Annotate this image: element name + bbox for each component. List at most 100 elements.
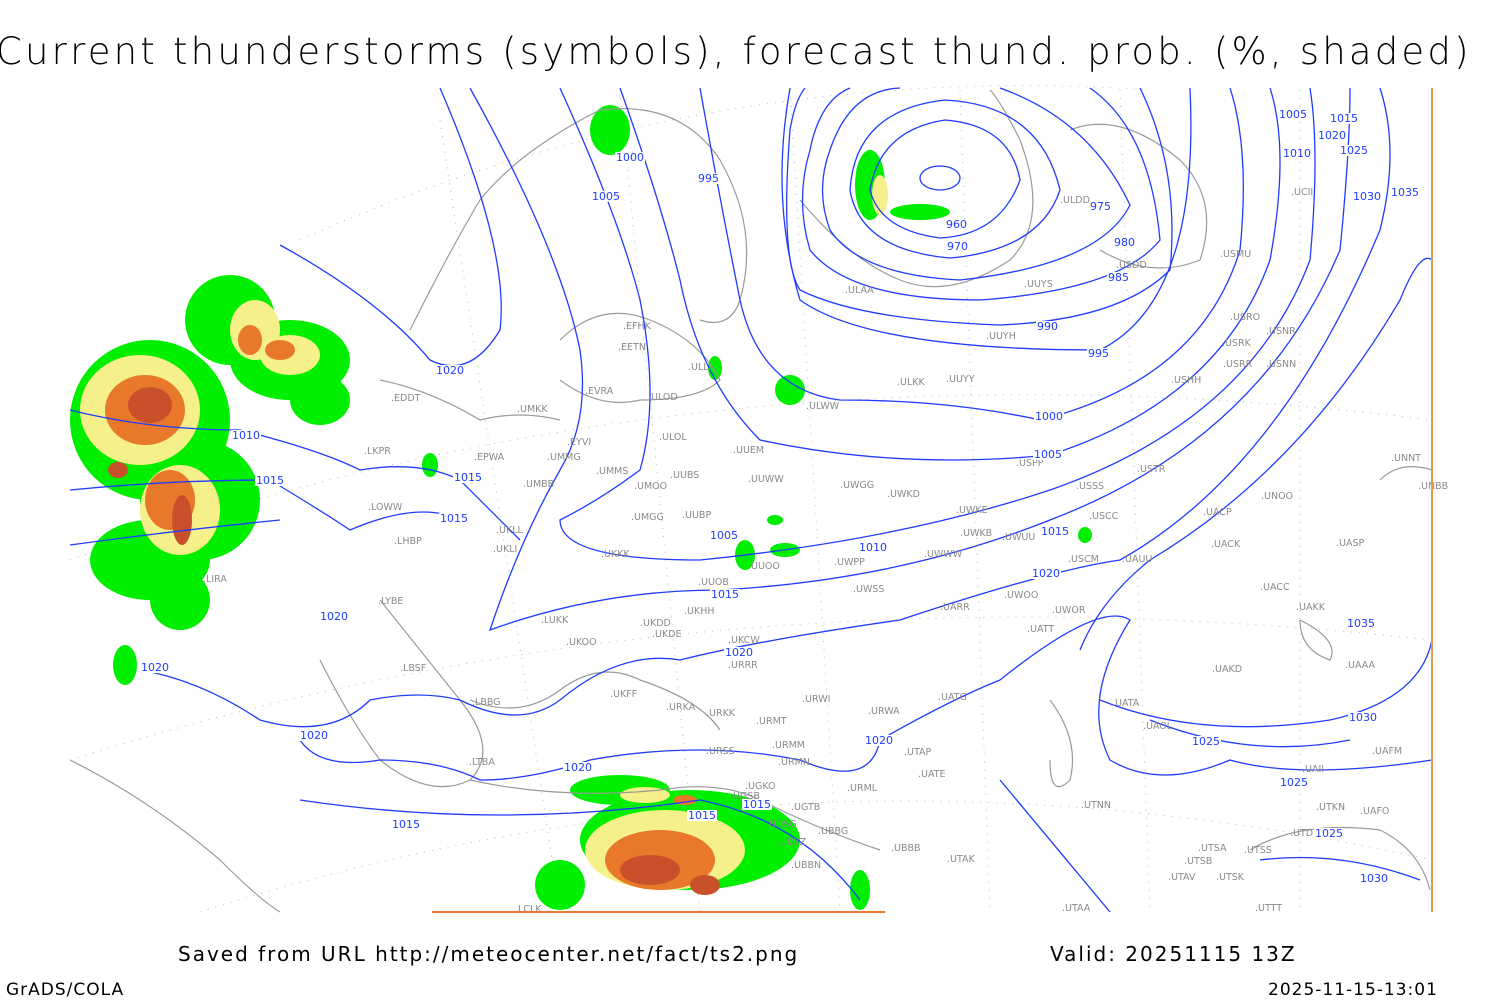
isobar bbox=[69, 479, 461, 531]
station-label: .EVRA bbox=[585, 386, 614, 397]
isobar-label: 1030 bbox=[1349, 711, 1377, 724]
isobar-label: 1020 bbox=[1032, 567, 1060, 580]
isobar bbox=[559, 87, 1316, 561]
coastline bbox=[379, 379, 561, 421]
isobar-label: 1025 bbox=[1340, 144, 1368, 157]
isobar-label: 1015 bbox=[392, 818, 420, 831]
coastline bbox=[319, 599, 484, 788]
isobar-label-bg bbox=[1033, 449, 1063, 460]
prob-low-area bbox=[1078, 527, 1092, 543]
isobar-label: 990 bbox=[1037, 320, 1058, 333]
isobar-label-bg bbox=[864, 735, 894, 746]
isobar-label: 1030 bbox=[1360, 872, 1388, 885]
isobar-label-bg bbox=[1317, 130, 1347, 141]
station-label: .UKLI bbox=[493, 544, 517, 555]
isobars bbox=[69, 87, 1433, 913]
station-label: .URMM bbox=[772, 740, 805, 751]
prob-mid-area bbox=[872, 175, 888, 215]
isobar-label-bg bbox=[724, 647, 754, 658]
station-label: .URMT bbox=[756, 716, 787, 727]
station-label: .UMGG bbox=[631, 512, 664, 523]
isobar-label: 1025 bbox=[1280, 776, 1308, 789]
isobar-label: 970 bbox=[947, 240, 968, 253]
isobar-label-bg bbox=[697, 173, 720, 184]
isobar bbox=[679, 87, 1391, 661]
isobar-label: 1035 bbox=[1347, 617, 1375, 630]
station-label: .USNR bbox=[1266, 326, 1296, 337]
prob-max-area bbox=[128, 387, 172, 423]
isobar-label-bg bbox=[591, 191, 621, 202]
prob-low-area bbox=[767, 515, 783, 525]
station-label: .USSS bbox=[1076, 481, 1104, 492]
graticule-line bbox=[299, 85, 1151, 241]
graticule bbox=[69, 85, 1433, 913]
isobar-label-bg bbox=[710, 589, 740, 600]
prob-low-area bbox=[113, 645, 137, 685]
isobar-label-bg bbox=[255, 475, 285, 486]
station-label: .USRK bbox=[1222, 338, 1252, 349]
station-label: .LOWW bbox=[368, 502, 403, 513]
isobar-label-bg bbox=[945, 219, 968, 230]
isobar bbox=[619, 87, 1281, 461]
isobar bbox=[801, 87, 1161, 301]
station-label: .UTSK bbox=[1216, 872, 1245, 883]
station-label: .UTNN bbox=[1081, 800, 1111, 811]
station-label: .UNNT bbox=[1391, 453, 1421, 464]
isobar-label: 1005 bbox=[1279, 108, 1307, 121]
isobar bbox=[999, 615, 1433, 776]
station-label: .UWSS bbox=[853, 584, 884, 595]
station-label: .EYVI bbox=[567, 437, 591, 448]
station-label: .URRR bbox=[728, 660, 758, 671]
station-label: .UAAA bbox=[1345, 660, 1375, 671]
station-label: .UASP bbox=[1336, 538, 1365, 549]
isobar bbox=[699, 87, 1244, 421]
station-label: .USHH bbox=[1171, 375, 1201, 386]
station-label: .USMU bbox=[1220, 249, 1251, 260]
isobar-label-bg bbox=[1034, 411, 1064, 422]
station-label: .UTSS bbox=[1244, 845, 1272, 856]
coastline bbox=[1379, 466, 1433, 481]
station-label: .UUYY bbox=[946, 374, 975, 385]
isobar-label: 1015 bbox=[688, 809, 716, 822]
valid-time: Valid: 20251115 13Z bbox=[1050, 942, 1297, 966]
station-label: .UKDE bbox=[652, 629, 682, 640]
coastline bbox=[799, 89, 1034, 288]
coastline bbox=[69, 759, 281, 913]
isobar-label-bg bbox=[1107, 272, 1130, 283]
station-label: .UACC bbox=[1260, 582, 1290, 593]
station-label: .LBSF bbox=[400, 663, 426, 674]
station-label: .ULDD bbox=[1060, 195, 1090, 206]
isobar-label: 1015 bbox=[454, 471, 482, 484]
station-label: .URKK bbox=[706, 708, 736, 719]
coastline bbox=[409, 107, 748, 331]
coastline bbox=[469, 779, 881, 851]
isobar bbox=[1149, 719, 1351, 748]
station-label: .URSS bbox=[706, 746, 735, 757]
isobar-label: 995 bbox=[1088, 347, 1109, 360]
station-label: .UMKK bbox=[517, 404, 548, 415]
isobar-label-bg bbox=[1036, 321, 1059, 332]
station-label: .ULOL bbox=[659, 432, 687, 443]
graticule-line bbox=[199, 800, 1433, 913]
station-label: .UTAV bbox=[1168, 872, 1196, 883]
isobar-label-bg bbox=[231, 430, 261, 441]
station-label: .UUOO bbox=[748, 561, 780, 572]
station-label: .LUKK bbox=[541, 615, 569, 626]
station-label: .UKDD bbox=[640, 618, 671, 629]
station-label: .LHBP bbox=[394, 536, 422, 547]
isobar-label: 1010 bbox=[859, 541, 887, 554]
station-label: .UGKO bbox=[745, 781, 776, 792]
station-label: .UWPP bbox=[834, 557, 865, 568]
saved-from-url: Saved from URL http://meteocenter.net/fa… bbox=[178, 942, 800, 966]
isobar-label-bg bbox=[1390, 187, 1420, 198]
coastline bbox=[1299, 619, 1333, 661]
coastline bbox=[1249, 826, 1431, 891]
isobar-label: 1015 bbox=[1330, 112, 1358, 125]
station-label: .ULKK bbox=[897, 377, 925, 388]
isobar-label-bg bbox=[439, 513, 469, 524]
isobar-label-bg bbox=[319, 611, 349, 622]
station-label: .EDDT bbox=[391, 393, 421, 404]
station-label: .UDYZ bbox=[777, 837, 807, 848]
station-label: .UNBB bbox=[1418, 481, 1448, 492]
isobar-label: 1030 bbox=[1353, 190, 1381, 203]
